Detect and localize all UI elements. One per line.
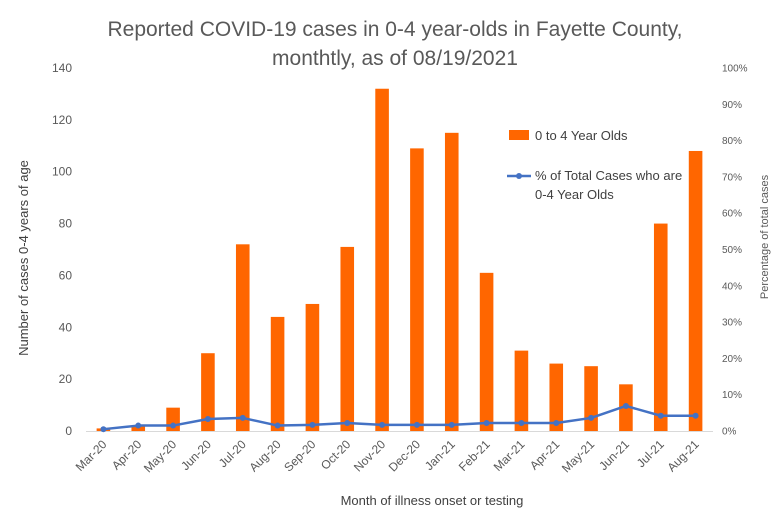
bar-Feb-21 bbox=[479, 272, 494, 431]
percent-point-Mar-21 bbox=[518, 420, 525, 427]
legend-line-label-2: 0-4 Year Olds bbox=[535, 187, 614, 202]
y2-tick-label: 30% bbox=[722, 318, 742, 329]
y2-tick-label: 0% bbox=[722, 427, 737, 438]
percent-point-Sep-20 bbox=[309, 421, 316, 428]
x-tick-label: Feb-21 bbox=[456, 437, 493, 474]
percent-point-Apr-20 bbox=[135, 422, 142, 429]
bar-Oct-20 bbox=[340, 246, 355, 431]
percent-point-Nov-20 bbox=[379, 421, 386, 428]
y2-tick-label: 10% bbox=[722, 390, 742, 401]
x-tick-label: Jan-21 bbox=[422, 437, 458, 473]
y-axis-ticks: 0 20 40 60 80 100 120 140 bbox=[52, 61, 72, 438]
bar-series bbox=[96, 88, 703, 432]
bar-Jan-21 bbox=[444, 132, 459, 431]
percent-point-May-20 bbox=[170, 422, 177, 429]
bar-Jul-20 bbox=[235, 244, 250, 431]
y2-tick-label: 80% bbox=[722, 136, 742, 147]
percent-point-Aug-20 bbox=[274, 422, 281, 429]
x-tick-label: Jul-21 bbox=[634, 437, 667, 470]
percent-point-Dec-20 bbox=[413, 421, 420, 428]
bar-Mar-21 bbox=[514, 350, 529, 431]
legend-bar-swatch bbox=[509, 130, 529, 140]
bar-Apr-21 bbox=[549, 363, 564, 431]
percent-point-Jun-21 bbox=[622, 402, 629, 409]
y-tick-label: 100 bbox=[52, 165, 72, 179]
y2-tick-label: 100% bbox=[722, 64, 748, 75]
x-tick-label: Oct-20 bbox=[318, 437, 354, 473]
y-axis-title: Number of cases 0-4 years of age bbox=[16, 160, 31, 356]
y-tick-label: 140 bbox=[52, 61, 72, 75]
y-tick-label: 40 bbox=[59, 320, 73, 334]
bar-Sep-20 bbox=[305, 303, 320, 431]
y2-tick-label: 70% bbox=[722, 172, 742, 183]
x-axis-title: Month of illness onset or testing bbox=[341, 493, 524, 508]
bar-Jun-20 bbox=[201, 353, 215, 431]
legend-line-label-1: % of Total Cases who are bbox=[535, 168, 682, 183]
x-tick-label: Aug-21 bbox=[664, 437, 701, 474]
x-tick-label: May-21 bbox=[559, 437, 597, 475]
y2-axis-title: Percentage of total cases bbox=[759, 174, 771, 299]
bar-May-21 bbox=[584, 366, 598, 431]
x-tick-label: Apr-21 bbox=[527, 437, 563, 473]
x-tick-label: Nov-20 bbox=[351, 437, 388, 474]
percent-point-Aug-21 bbox=[692, 412, 699, 419]
x-tick-label: Sep-20 bbox=[281, 437, 318, 474]
x-tick-label: May-20 bbox=[141, 437, 179, 475]
x-tick-label: Jul-20 bbox=[216, 437, 249, 470]
x-tick-label: Jun-21 bbox=[596, 437, 632, 473]
y2-axis-ticks: 0% 10% 20% 30% 40% 50% 60% 70% 80% 90% 100% bbox=[722, 64, 748, 438]
bar-Aug-21 bbox=[688, 150, 703, 431]
y2-tick-label: 20% bbox=[722, 354, 742, 365]
y-tick-label: 120 bbox=[52, 113, 72, 127]
chart-title-line-2: monthtly, as of 08/19/2021 bbox=[272, 47, 518, 70]
bar-Nov-20 bbox=[375, 88, 389, 432]
x-tick-label: Dec-20 bbox=[386, 437, 423, 474]
x-tick-label: Mar-20 bbox=[73, 437, 110, 474]
percent-point-Jul-20 bbox=[239, 414, 246, 421]
legend-bar-label: 0 to 4 Year Olds bbox=[535, 128, 628, 143]
y2-tick-label: 90% bbox=[722, 100, 742, 111]
x-tick-label: Apr-20 bbox=[109, 437, 145, 473]
percent-point-Jul-21 bbox=[657, 412, 664, 419]
percent-point-Mar-20 bbox=[100, 426, 107, 433]
percent-point-Oct-20 bbox=[344, 420, 351, 427]
x-tick-label: Mar-21 bbox=[491, 437, 528, 474]
percent-point-Apr-21 bbox=[553, 420, 560, 427]
y-tick-label: 20 bbox=[59, 372, 73, 386]
y-tick-label: 60 bbox=[59, 268, 73, 282]
percent-point-Jun-20 bbox=[204, 416, 211, 423]
bar-Aug-20 bbox=[270, 316, 285, 431]
legend: 0 to 4 Year Olds % of Total Cases who ar… bbox=[507, 128, 682, 202]
x-tick-label: Jun-20 bbox=[178, 437, 214, 473]
percent-point-Jan-21 bbox=[448, 421, 455, 428]
percent-line-series bbox=[100, 402, 699, 433]
y2-tick-label: 50% bbox=[722, 245, 742, 256]
percent-point-Feb-21 bbox=[483, 420, 490, 427]
chart-title-line-1: Reported COVID-19 cases in 0-4 year-olds… bbox=[107, 18, 682, 41]
percent-line bbox=[103, 404, 696, 431]
y-tick-label: 80 bbox=[59, 217, 73, 231]
x-tick-label: Aug-20 bbox=[246, 437, 283, 474]
percent-point-May-21 bbox=[588, 414, 595, 421]
y2-tick-label: 40% bbox=[722, 281, 742, 292]
legend-line-marker bbox=[516, 173, 522, 179]
y-tick-label: 0 bbox=[65, 424, 72, 438]
y2-tick-label: 60% bbox=[722, 209, 742, 220]
bar-Dec-20 bbox=[410, 148, 424, 431]
bar-Jul-21 bbox=[653, 223, 668, 431]
